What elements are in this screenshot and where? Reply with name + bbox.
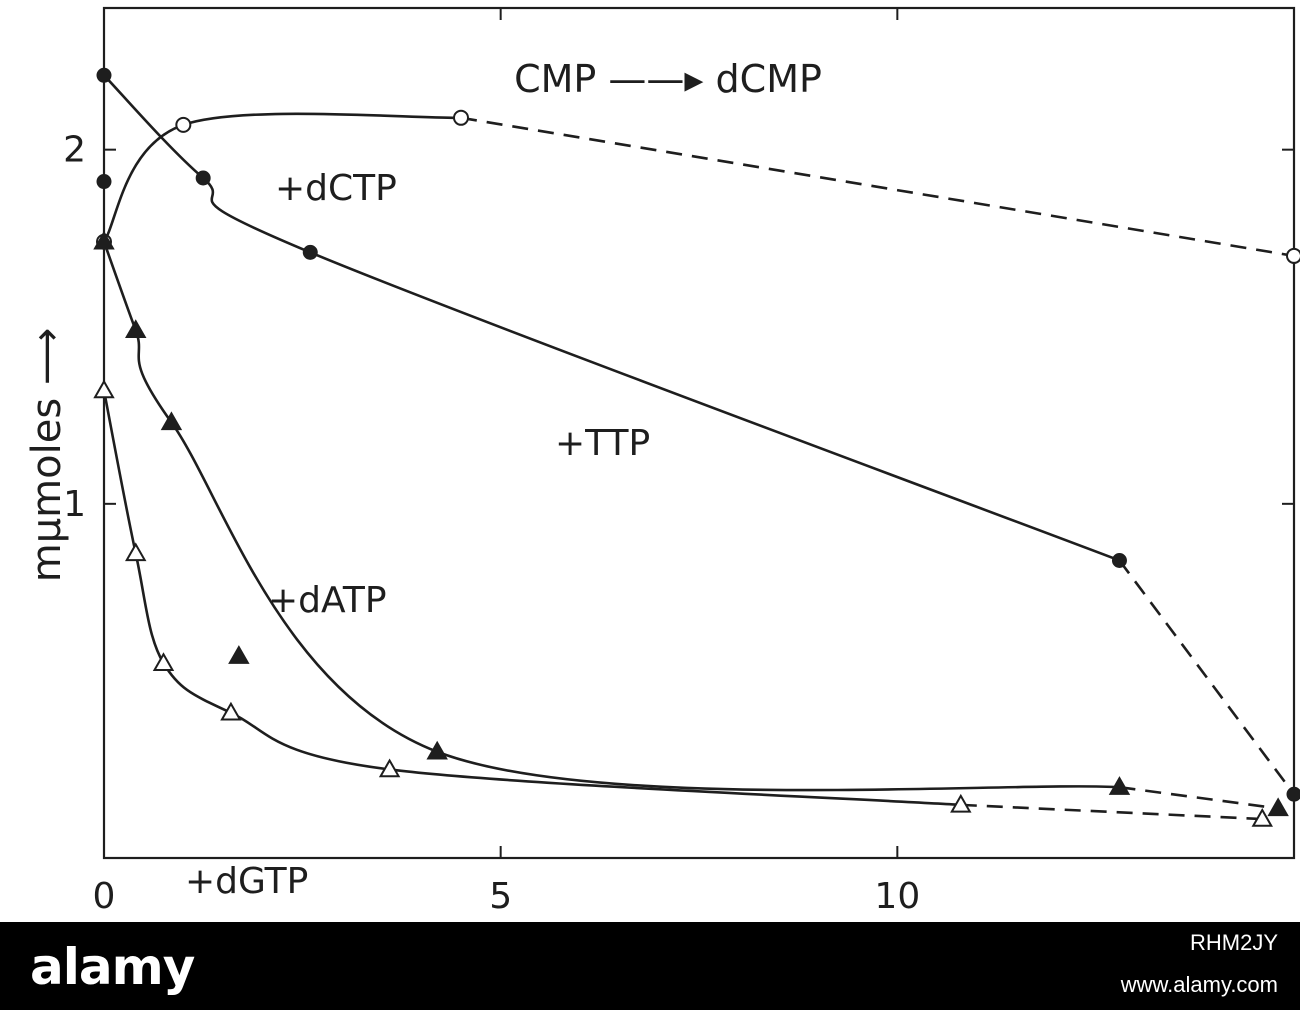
- series-label-ttp: +TTP: [555, 423, 650, 464]
- series-dash-dgtp: [960, 803, 1263, 821]
- y-tick-label: 2: [63, 130, 86, 171]
- point-ttp: [195, 170, 211, 186]
- alamy-logo: alamy: [30, 938, 195, 996]
- point-ttp: [1286, 786, 1300, 802]
- tick-labels: 0 5 10 1 2: [63, 130, 920, 917]
- point-dgtp: [125, 542, 147, 562]
- series-dash-ttp: [1118, 559, 1296, 796]
- point-datp: [1108, 776, 1131, 795]
- point-dctp: [175, 116, 192, 133]
- series-line-datp: [102, 241, 1120, 792]
- point-datp: [426, 740, 448, 760]
- series-label-datp: +dATP: [268, 580, 387, 621]
- series-labels: +dCTP +TTP +dATP +dGTP: [185, 168, 650, 902]
- point-dctp: [453, 109, 469, 126]
- point-ttp: [96, 67, 112, 83]
- x-tick-label: 5: [489, 876, 512, 917]
- series-line-dctp: [102, 112, 462, 243]
- point-dgtp: [950, 793, 972, 813]
- point-datp: [125, 319, 147, 339]
- point-ttp: [96, 174, 112, 190]
- y-tick-label: 1: [63, 484, 86, 525]
- point-datp: [160, 411, 183, 431]
- point-dgtp: [220, 701, 242, 721]
- chart: 0 5 10 1 2 +dCTP +TTP +dATP +dGTP mμmoles ⟶ CMP…: [24, 6, 1300, 917]
- point-datp: [93, 230, 115, 250]
- point-dgtp: [378, 758, 401, 778]
- series-label-dctp: +dCTP: [275, 168, 397, 209]
- axis-ticks: [103, 8, 1294, 858]
- watermark-footer: alamy RHM2JY www.alamy.com: [0, 922, 1300, 1010]
- image-code: RHM2JY: [1189, 930, 1278, 955]
- series-line-ttp: [103, 74, 1120, 562]
- series-dash-dctp: [460, 116, 1295, 258]
- point-ttp: [1111, 553, 1127, 568]
- x-tick-label: 10: [874, 876, 920, 917]
- watermark-url: www.alamy.com: [1120, 972, 1278, 997]
- point-dgtp: [93, 379, 115, 399]
- point-datp: [1267, 797, 1289, 817]
- plot-frame: [102, 6, 1296, 860]
- point-ttp: [302, 244, 318, 260]
- point-dgtp: [1251, 808, 1273, 827]
- plot-border: [102, 6, 1296, 860]
- series-markers: [93, 67, 1300, 827]
- reaction-annotation: CMP ——▸ dCMP: [514, 57, 822, 101]
- x-tick-label: 0: [93, 876, 116, 917]
- point-dctp: [1286, 247, 1300, 264]
- point-datp: [228, 645, 250, 664]
- point-dgtp: [152, 652, 175, 671]
- y-axis-label: mμmoles ⟶: [24, 328, 70, 582]
- series-dash-datp: [1119, 785, 1279, 810]
- series-label-dgtp: +dGTP: [185, 861, 308, 902]
